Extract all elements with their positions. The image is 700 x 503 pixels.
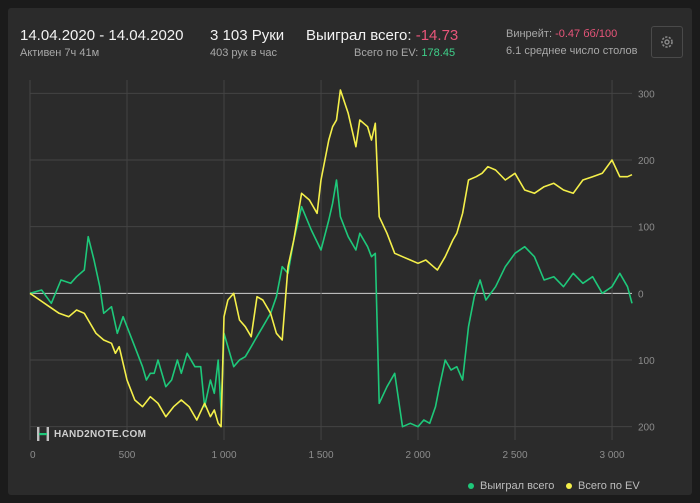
legend-ev[interactable]: Всего по EV <box>566 480 640 492</box>
ev-total-label: Всего по EV: <box>354 47 419 59</box>
y-tick-label: 100 <box>638 223 655 234</box>
x-tick-label: 3 000 <box>600 450 625 461</box>
hands-per-hour: 403 рук в час <box>210 47 278 59</box>
hand2note-logo: HAND2NOTE.COM <box>36 426 146 442</box>
x-tick-label: 1 000 <box>211 450 236 461</box>
y-tick-label: 200 <box>638 423 655 434</box>
winrate: Винрейт: -0.47 бб/100 <box>506 28 617 40</box>
winrate-label: Винрейт: <box>506 28 553 40</box>
h-logo-icon <box>37 427 49 441</box>
y-tick-label: 0 <box>638 289 644 300</box>
legend-won[interactable]: Выиграл всего <box>468 480 554 492</box>
x-tick-label: 0 <box>30 450 36 461</box>
winrate-value: -0.47 бб/100 <box>555 28 618 40</box>
ev-total-line <box>29 89 633 428</box>
gear-icon <box>661 36 673 48</box>
settings-button[interactable] <box>651 26 683 58</box>
legend-ev-label: Всего по EV <box>578 480 640 492</box>
active-time: Активен 7ч 41м <box>20 47 100 59</box>
logo-text: HAND2NOTE.COM <box>54 428 147 440</box>
ev-total: Всего по EV: 178.45 <box>354 47 455 59</box>
legend-won-label: Выиграл всего <box>480 480 555 492</box>
x-tick-label: 2 000 <box>405 450 430 461</box>
won-total-value: -14.73 <box>415 27 459 44</box>
won-total-line <box>29 179 633 428</box>
y-tick-label: 100 <box>638 356 655 367</box>
y-tick-label: 300 <box>638 89 655 100</box>
hands-count: 3 103 Руки <box>210 27 285 44</box>
won-total-label: Выиграл всего: <box>306 27 412 44</box>
x-tick-label: 500 <box>119 450 136 461</box>
date-range: 14.04.2020 - 14.04.2020 <box>20 27 184 44</box>
x-tick-label: 1 500 <box>308 450 333 461</box>
avg-tables: 6.1 среднее число столов <box>506 45 638 57</box>
legend-ev-marker <box>566 483 572 489</box>
won-total: Выиграл всего: -14.73 <box>306 27 458 44</box>
y-tick-label: 200 <box>638 156 655 167</box>
x-tick-label: 2 500 <box>502 450 527 461</box>
ev-total-value: 178.45 <box>421 47 456 59</box>
legend-won-marker <box>468 483 474 489</box>
stats-panel: 14.04.2020 - 14.04.2020 Активен 7ч 41м 3… <box>8 8 692 495</box>
